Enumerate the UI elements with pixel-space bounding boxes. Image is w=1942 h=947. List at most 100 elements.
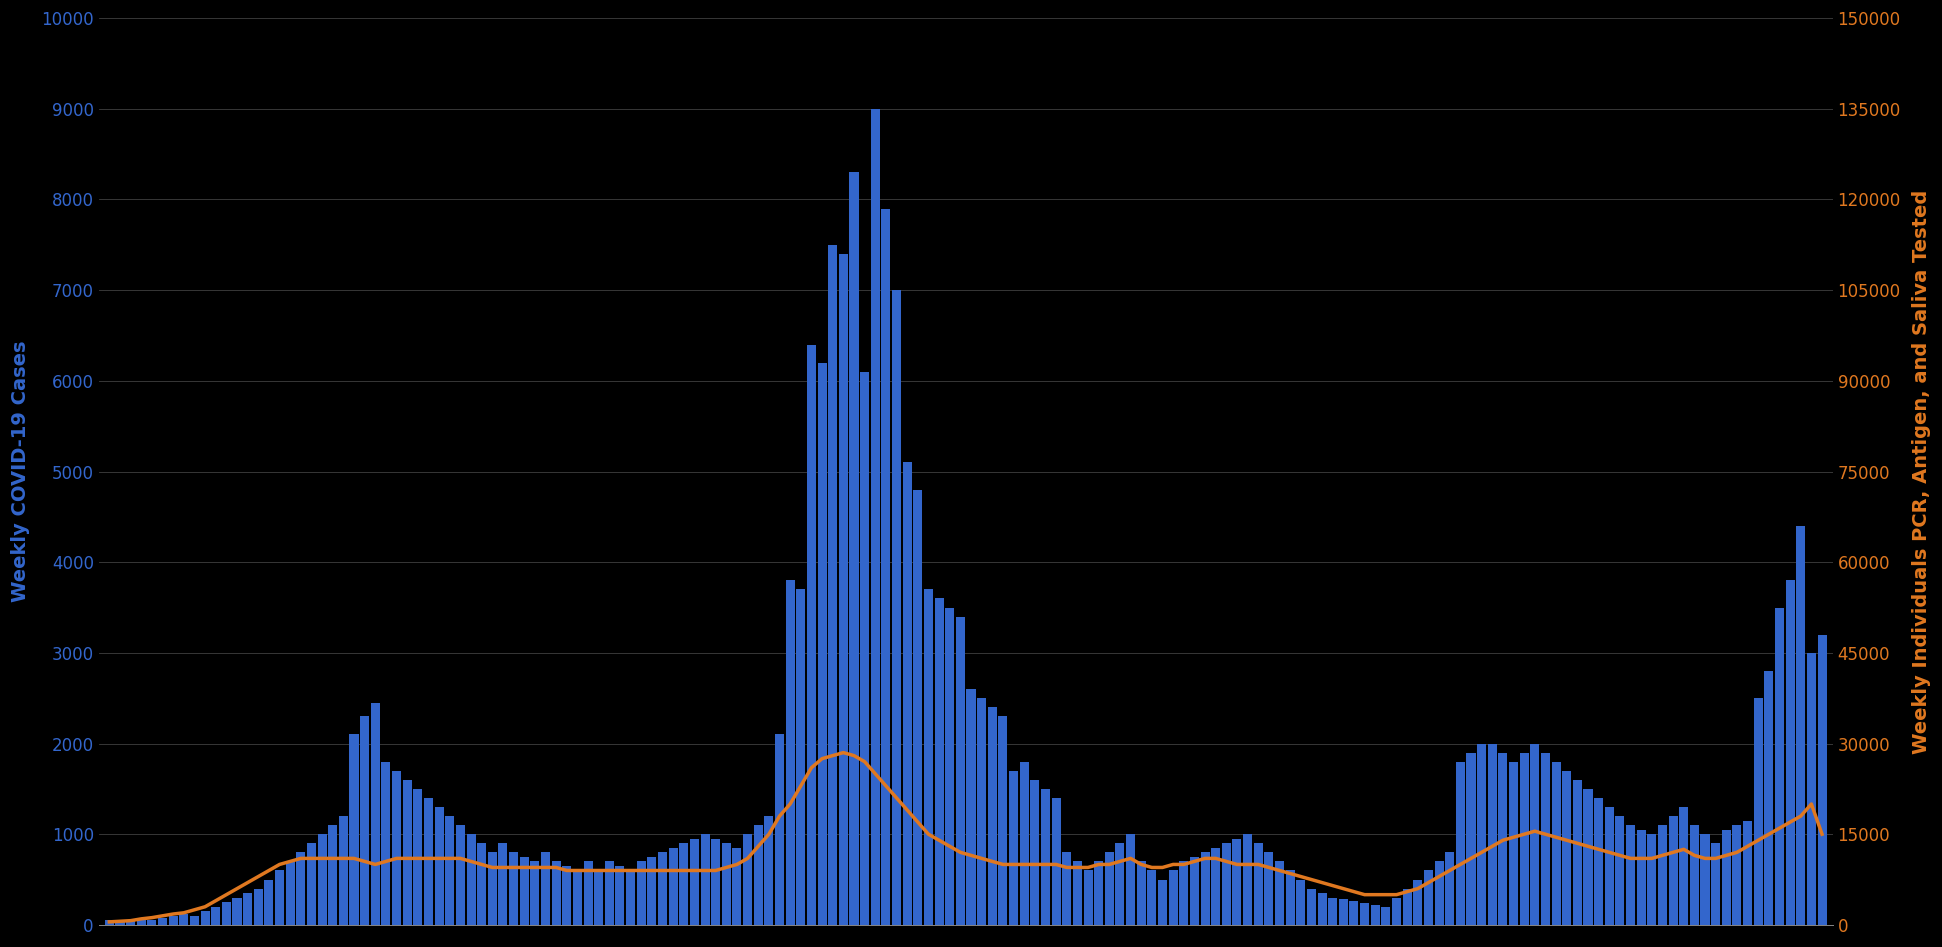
Bar [1051, 798, 1060, 925]
Bar [787, 581, 794, 925]
Bar [318, 834, 326, 925]
Bar [616, 866, 625, 925]
Bar [1392, 898, 1400, 925]
Bar [753, 825, 763, 925]
Bar [1317, 893, 1326, 925]
Bar [157, 918, 167, 925]
Bar [1488, 743, 1497, 925]
Bar [1732, 825, 1742, 925]
Bar [1625, 825, 1635, 925]
Bar [625, 870, 635, 925]
Bar [1255, 843, 1262, 925]
Bar [254, 888, 262, 925]
Bar [1711, 843, 1721, 925]
Bar [233, 898, 241, 925]
Bar [689, 839, 699, 925]
Bar [1775, 608, 1785, 925]
Bar [1276, 862, 1284, 925]
Bar [445, 816, 454, 925]
Bar [456, 825, 464, 925]
Bar [1604, 807, 1614, 925]
Bar [1031, 779, 1039, 925]
Bar [1105, 852, 1115, 925]
Bar [1381, 907, 1390, 925]
Bar [1445, 852, 1455, 925]
Bar [1371, 905, 1379, 925]
Bar [604, 862, 614, 925]
Bar [1690, 825, 1699, 925]
Bar [1212, 848, 1220, 925]
Bar [934, 599, 944, 925]
Bar [977, 698, 987, 925]
Bar [732, 848, 742, 925]
Bar [487, 852, 497, 925]
Bar [169, 916, 179, 925]
Bar [913, 490, 922, 925]
Bar [1637, 830, 1645, 925]
Bar [924, 589, 932, 925]
Bar [402, 779, 412, 925]
Bar [115, 922, 124, 925]
Y-axis label: Weekly Individuals PCR, Antigen, and Saliva Tested: Weekly Individuals PCR, Antigen, and Sal… [1911, 189, 1930, 754]
Y-axis label: Weekly COVID-19 Cases: Weekly COVID-19 Cases [12, 341, 31, 602]
Bar [988, 707, 996, 925]
Bar [903, 462, 911, 925]
Bar [1668, 816, 1678, 925]
Bar [542, 852, 550, 925]
Bar [998, 716, 1008, 925]
Bar [1264, 852, 1274, 925]
Bar [808, 345, 816, 925]
Bar [126, 920, 136, 925]
Bar [1456, 761, 1464, 925]
Bar [509, 852, 519, 925]
Bar [1115, 843, 1124, 925]
Bar [1573, 779, 1583, 925]
Bar [478, 843, 486, 925]
Bar [722, 843, 730, 925]
Bar [1350, 902, 1359, 925]
Bar [148, 920, 157, 925]
Bar [1796, 526, 1806, 925]
Bar [285, 862, 295, 925]
Bar [1148, 870, 1155, 925]
Bar [1806, 652, 1816, 925]
Bar [105, 920, 115, 925]
Bar [1295, 880, 1305, 925]
Bar [414, 789, 421, 925]
Bar [1328, 898, 1338, 925]
Bar [839, 254, 849, 925]
Bar [1084, 870, 1093, 925]
Bar [1359, 903, 1369, 925]
Bar [967, 689, 975, 925]
Bar [849, 172, 858, 925]
Bar [1785, 581, 1794, 925]
Bar [552, 862, 561, 925]
Bar [1723, 830, 1730, 925]
Bar [1754, 698, 1763, 925]
Bar [1222, 843, 1231, 925]
Bar [466, 834, 476, 925]
Bar [1136, 862, 1146, 925]
Bar [1190, 857, 1198, 925]
Bar [1072, 862, 1082, 925]
Bar [530, 862, 540, 925]
Bar [882, 208, 891, 925]
Bar [701, 834, 709, 925]
Bar [955, 616, 965, 925]
Bar [1616, 816, 1624, 925]
Bar [1499, 753, 1507, 925]
Bar [1307, 888, 1317, 925]
Bar [1466, 753, 1476, 925]
Bar [359, 716, 369, 925]
Bar [1423, 870, 1433, 925]
Bar [1126, 834, 1134, 925]
Bar [1338, 900, 1348, 925]
Bar [680, 843, 687, 925]
Bar [1414, 880, 1422, 925]
Bar [338, 816, 348, 925]
Bar [1093, 862, 1103, 925]
Bar [200, 911, 210, 925]
Bar [1680, 807, 1688, 925]
Bar [1509, 761, 1519, 925]
Bar [179, 914, 188, 925]
